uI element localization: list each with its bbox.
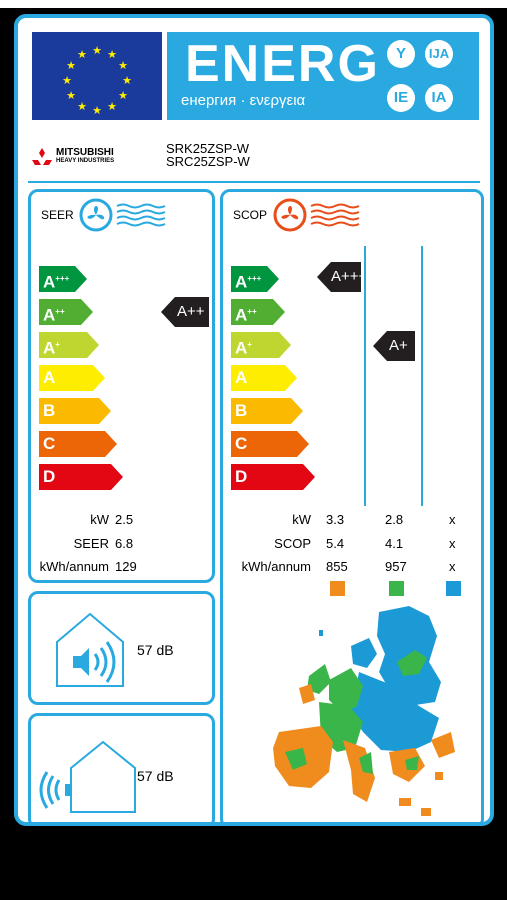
scop-class-bar: A+ xyxy=(231,332,291,358)
zone-separator xyxy=(364,246,366,506)
scop-average-value: 2.8 xyxy=(385,512,404,527)
seer-row-value: 129 xyxy=(115,559,137,574)
scop-class-bar: C xyxy=(231,431,309,457)
indoor-sound-house-icon xyxy=(56,612,124,687)
model-outdoor: SRC25ZSP-W xyxy=(166,154,250,169)
model-identifiers: SRK25ZSP-W SRC25ZSP-W xyxy=(166,142,250,168)
svg-text:★: ★ xyxy=(122,74,132,87)
seer-class-bar: B xyxy=(39,398,111,424)
svg-text:★: ★ xyxy=(107,48,117,61)
seer-row-value: 6.8 xyxy=(115,536,134,551)
scop-warmer-class-indicator: A+++ xyxy=(317,262,361,292)
top-strip xyxy=(0,0,507,8)
outdoor-noise-value: 57 dB xyxy=(137,768,174,784)
lang-code-ija: IJA xyxy=(425,40,453,68)
brand: MITSUBISHI HEAVY INDUSTRIES xyxy=(32,148,114,166)
scop-class-bar: B xyxy=(231,398,303,424)
outdoor-noise-panel: 57 dB xyxy=(28,713,215,822)
scop-title: SCOP xyxy=(233,208,268,222)
scop-class-bar: D xyxy=(231,464,315,490)
seer-class-bar: A xyxy=(39,365,105,391)
seer-class-bar: C xyxy=(39,431,117,457)
scop-average-class-indicator: A+ xyxy=(373,331,415,361)
seer-class-bar: D xyxy=(39,464,123,490)
heating-fan-icon xyxy=(273,198,360,232)
mitsubishi-logo-icon xyxy=(32,148,52,165)
seer-row-label: kW xyxy=(90,512,109,527)
scop-average-value: 957 xyxy=(385,559,407,574)
svg-text:★: ★ xyxy=(77,100,87,113)
svg-text:★: ★ xyxy=(62,74,72,87)
seer-title: SEER xyxy=(41,208,74,222)
europe-climate-map-icon xyxy=(273,606,455,816)
lang-code-ia: IA xyxy=(425,84,453,112)
seer-class-indicator: A++ xyxy=(161,297,209,327)
scop-colder-value: x xyxy=(449,512,456,527)
scop-class-bar: A++ xyxy=(231,299,285,325)
scop-colder-value: x xyxy=(449,559,456,574)
svg-text:★: ★ xyxy=(118,89,128,102)
energy-header: ENERG енергия · ενεργεια Y IJA IE IA xyxy=(167,32,479,120)
scop-row-label: SCOP xyxy=(274,536,311,551)
scop-panel: SCOP A+++ A++ A+ A B C D A+++ A+ kW SCOP kWh/a… xyxy=(220,189,484,822)
svg-text:★: ★ xyxy=(66,59,76,72)
indoor-noise-value: 57 dB xyxy=(137,642,174,658)
svg-text:★: ★ xyxy=(118,59,128,72)
warmer-zone-swatch xyxy=(330,581,345,596)
svg-text:★: ★ xyxy=(66,89,76,102)
header-divider xyxy=(28,181,480,183)
scop-class-bar: A xyxy=(231,365,297,391)
energy-title: ENERG xyxy=(185,35,380,93)
seer-row-value: 2.5 xyxy=(115,512,134,527)
eu-flag-icon: ★ ★ ★ ★ ★ ★ ★ ★ ★ ★ ★ ★ xyxy=(32,32,162,120)
seer-class-bar: A+ xyxy=(39,332,99,358)
scop-warmer-value: 5.4 xyxy=(326,536,345,551)
seer-class-bar: A+++ xyxy=(39,266,87,292)
average-zone-swatch xyxy=(389,581,404,596)
model-indoor: SRK25ZSP-W xyxy=(166,141,250,156)
brand-name: MITSUBISHI HEAVY INDUSTRIES xyxy=(56,147,115,165)
scop-row-label: kWh/annum xyxy=(241,559,311,574)
cooling-fan-icon xyxy=(79,198,166,232)
indoor-noise-panel: 57 dB xyxy=(28,591,215,705)
colder-zone-swatch xyxy=(446,581,461,596)
svg-text:★: ★ xyxy=(92,44,102,57)
svg-text:★: ★ xyxy=(77,48,87,61)
lang-code-y: Y xyxy=(387,40,415,68)
energy-label: ★ ★ ★ ★ ★ ★ ★ ★ ★ ★ ★ ★ ENERG енергия · ενεργεια… xyxy=(14,14,494,826)
seer-row-label: kWh/annum xyxy=(39,559,109,574)
outdoor-sound-house-icon xyxy=(39,740,136,813)
seer-class-bar: A++ xyxy=(39,299,93,325)
scop-average-value: 4.1 xyxy=(385,536,404,551)
svg-text:★: ★ xyxy=(92,104,102,117)
scop-row-label: kW xyxy=(292,512,311,527)
zone-separator xyxy=(421,246,423,506)
scop-warmer-value: 3.3 xyxy=(326,512,345,527)
scop-class-bar: A+++ xyxy=(231,266,279,292)
lang-code-ie: IE xyxy=(387,84,415,112)
energy-subtitle: енергия · ενεργεια xyxy=(181,92,306,109)
scop-colder-value: x xyxy=(449,536,456,551)
scop-warmer-value: 855 xyxy=(326,559,348,574)
svg-text:★: ★ xyxy=(107,100,117,113)
seer-panel: SEER A+++ A++ A+ A B C D A++ kW 2.5 SEER 6.8 k… xyxy=(28,189,215,583)
seer-row-label: SEER xyxy=(73,536,109,551)
